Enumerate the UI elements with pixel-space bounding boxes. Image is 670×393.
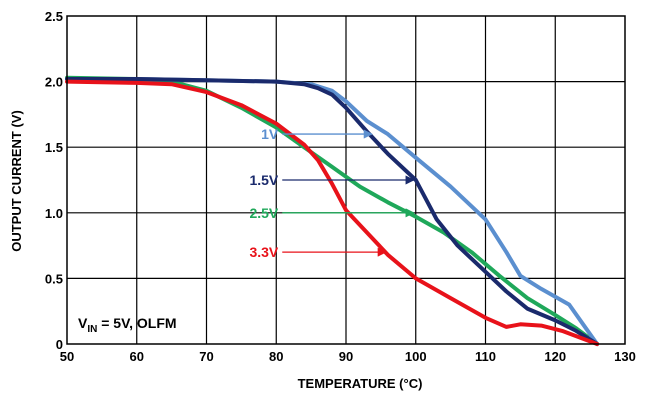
series-line: [65, 77, 600, 346]
x-tick-label: 50: [60, 349, 74, 364]
x-tick-label: 70: [199, 349, 213, 364]
x-tick-label: 120: [544, 349, 566, 364]
series-line: [65, 75, 600, 346]
y-tick-label: 2.0: [45, 75, 63, 90]
series-labels: 1V 1.5V 2.5V 3.3V: [249, 126, 415, 260]
x-tick-label: 60: [130, 349, 144, 364]
x-tick-label: 110: [475, 349, 496, 364]
series-label: 3.3V: [249, 244, 278, 260]
y-tick-labels: 0 0.5 1.0 1.5 2.0 2.5: [45, 9, 63, 352]
condition-v: V: [78, 315, 88, 331]
condition-sub: IN: [87, 324, 97, 335]
series-label: 2.5V: [249, 205, 278, 221]
condition-rest: = 5V, OLFM: [97, 315, 176, 331]
x-axis-title: TEMPERATURE (°C): [298, 376, 423, 391]
y-tick-label: 2.5: [45, 9, 63, 24]
y-tick-label: 0.5: [45, 271, 63, 286]
x-tick-label: 90: [339, 349, 353, 364]
plot-frame: [66, 15, 626, 345]
series-label: 1.5V: [249, 172, 278, 188]
x-tick-label: 80: [269, 349, 283, 364]
series-line: [65, 79, 600, 346]
y-tick-label: 1.5: [45, 140, 63, 155]
series-lines: [65, 75, 600, 346]
x-tick-label: 130: [614, 349, 636, 364]
series-line: [65, 77, 600, 346]
x-tick-label: 100: [405, 349, 427, 364]
condition-annotation: VIN = 5V, OLFM: [78, 315, 177, 335]
y-tick-label: 0: [56, 337, 63, 352]
x-tick-labels: 50 60 70 80 90 100 110 120 130: [60, 349, 636, 364]
series-label: 1V: [261, 126, 279, 142]
y-tick-label: 1.0: [45, 206, 63, 221]
y-axis-title: OUTPUT CURRENT (V): [9, 110, 24, 252]
